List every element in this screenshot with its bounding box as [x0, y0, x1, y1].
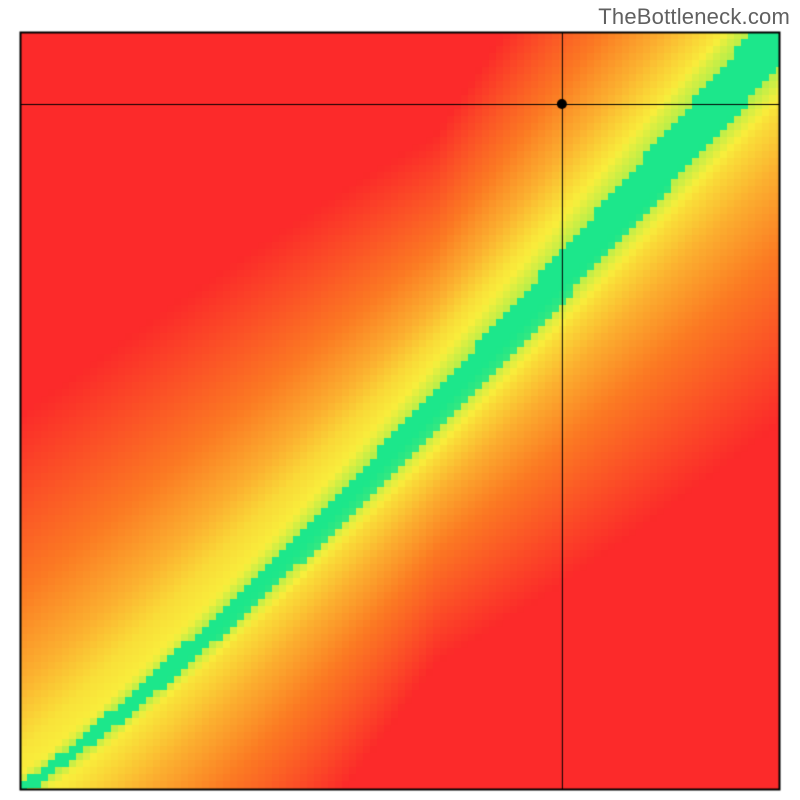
bottleneck-heatmap: [0, 0, 800, 800]
watermark-text: TheBottleneck.com: [598, 4, 790, 30]
